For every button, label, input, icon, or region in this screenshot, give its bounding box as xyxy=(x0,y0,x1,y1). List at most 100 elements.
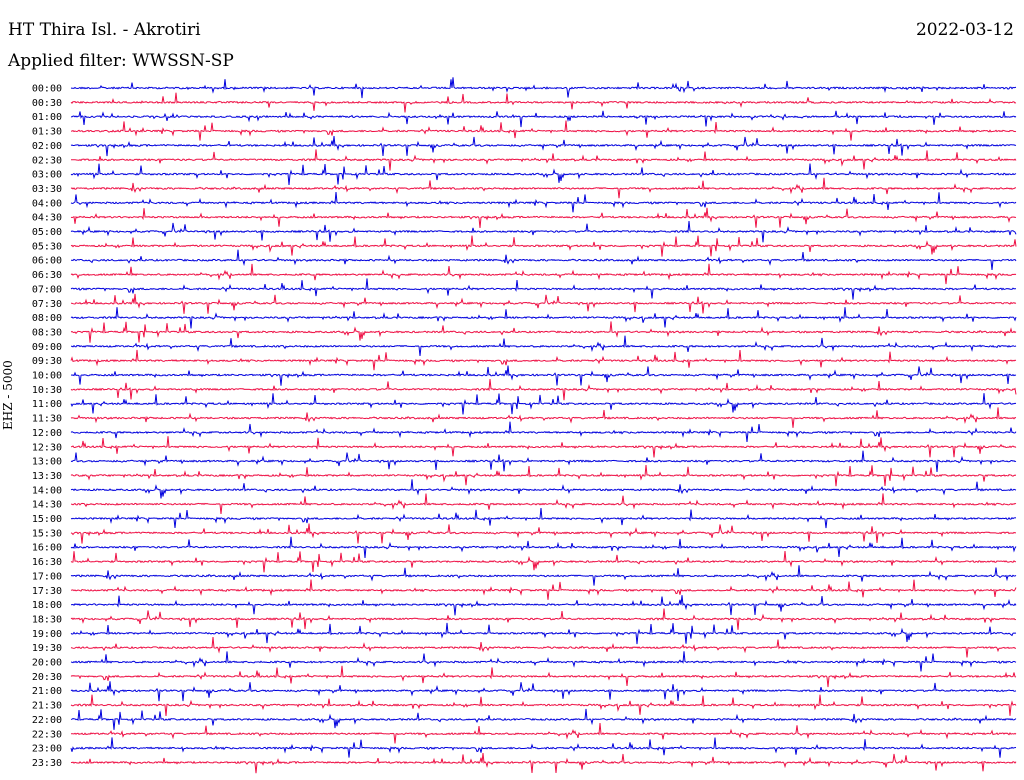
time-label: 01:00 xyxy=(32,112,62,123)
trace-line xyxy=(71,293,1017,314)
trace-line xyxy=(70,192,1017,213)
trace-line xyxy=(70,221,1017,243)
trace-line xyxy=(70,622,1017,645)
trace-line xyxy=(70,753,1017,774)
trace-line xyxy=(70,565,1017,586)
time-label: 03:00 xyxy=(32,170,62,181)
time-label: 16:30 xyxy=(32,557,62,568)
time-label: 21:30 xyxy=(32,701,62,712)
trace-line xyxy=(70,493,1017,514)
trace-line xyxy=(71,335,1017,357)
trace-line xyxy=(70,321,1017,343)
trace-line xyxy=(70,378,1017,401)
trace-line xyxy=(70,723,1017,744)
time-label: 07:00 xyxy=(32,284,62,295)
trace-line xyxy=(70,263,1017,285)
time-label: 09:30 xyxy=(32,356,62,367)
time-label: 15:30 xyxy=(32,528,62,539)
trace-line xyxy=(70,407,1017,428)
time-label: 02:30 xyxy=(32,155,62,166)
time-label: 23:00 xyxy=(32,744,62,755)
trace-line xyxy=(70,694,1017,716)
time-label: 08:00 xyxy=(32,313,62,324)
date-label: 2022-03-12 xyxy=(915,20,1014,40)
time-label: 02:00 xyxy=(32,141,62,152)
time-label: 04:00 xyxy=(32,198,62,209)
trace-line xyxy=(70,110,1017,128)
time-label: 11:00 xyxy=(32,399,62,410)
trace-line xyxy=(70,365,1017,386)
filter-label: Applied filter: WWSSN-SP xyxy=(8,51,234,71)
time-label: 21:00 xyxy=(32,686,62,697)
time-label: 17:00 xyxy=(32,571,62,582)
trace-line xyxy=(71,149,1017,171)
trace-line xyxy=(70,608,1017,630)
time-label: 03:30 xyxy=(32,184,62,195)
trace-line xyxy=(70,637,1016,658)
time-label: 20:30 xyxy=(32,672,62,683)
time-label: 14:30 xyxy=(32,500,62,511)
trace-line xyxy=(70,135,1017,157)
trace-line xyxy=(70,421,1017,442)
time-label: 00:30 xyxy=(32,98,62,109)
trace-line xyxy=(70,465,1017,487)
trace-line xyxy=(70,163,1017,185)
trace-line xyxy=(70,651,1017,672)
time-label: 17:30 xyxy=(32,586,62,597)
time-label: 04:30 xyxy=(32,213,62,224)
time-label: 10:30 xyxy=(32,385,62,396)
time-label: 05:30 xyxy=(32,241,62,252)
time-label: 06:00 xyxy=(32,256,62,267)
time-label: 13:30 xyxy=(32,471,62,482)
time-label: 08:30 xyxy=(32,327,62,338)
trace-line xyxy=(70,278,1017,300)
time-label: 10:00 xyxy=(32,371,62,382)
trace-line xyxy=(70,479,1017,499)
trace-line xyxy=(70,681,1017,702)
time-label: 00:00 xyxy=(32,84,62,95)
trace-line xyxy=(70,708,1017,730)
trace-line xyxy=(70,507,1017,529)
trace-line xyxy=(70,579,1017,600)
trace-line xyxy=(70,665,1017,688)
trace-line xyxy=(70,550,1017,573)
time-label: 09:00 xyxy=(32,342,62,353)
time-label: 06:30 xyxy=(32,270,62,281)
time-label: 01:30 xyxy=(32,127,62,138)
trace-line xyxy=(71,249,1017,270)
time-label: 07:30 xyxy=(32,299,62,310)
time-label: 19:30 xyxy=(32,643,62,654)
trace-line xyxy=(71,120,1017,141)
time-label: 05:00 xyxy=(32,227,62,238)
trace-line xyxy=(70,536,1017,559)
time-label: 20:00 xyxy=(32,658,62,669)
time-label: 11:30 xyxy=(32,414,62,425)
trace-line xyxy=(70,307,1017,329)
trace-line xyxy=(70,92,1017,113)
time-label: 18:30 xyxy=(32,614,62,625)
trace-line xyxy=(70,77,1017,99)
trace-line xyxy=(70,450,1017,472)
trace-line xyxy=(70,177,1017,199)
time-label: 23:30 xyxy=(32,758,62,769)
time-label: 16:00 xyxy=(32,543,62,554)
trace-line xyxy=(70,595,1017,616)
time-label: 22:30 xyxy=(32,729,62,740)
trace-line xyxy=(70,436,1017,458)
trace-line xyxy=(70,523,1017,544)
time-label: 12:00 xyxy=(32,428,62,439)
trace-line xyxy=(70,393,1017,415)
time-label: 22:00 xyxy=(32,715,62,726)
trace-line xyxy=(70,235,1017,257)
time-label: 19:00 xyxy=(32,629,62,640)
station-title: HT Thira Isl. - Akrotiri xyxy=(8,20,201,40)
time-label: 14:00 xyxy=(32,485,62,496)
trace-line xyxy=(70,737,1017,758)
time-label: 18:00 xyxy=(32,600,62,611)
time-label: 15:00 xyxy=(32,514,62,525)
trace-line xyxy=(70,349,1017,371)
time-label: 13:00 xyxy=(32,457,62,468)
time-label: 12:30 xyxy=(32,442,62,453)
trace-line xyxy=(70,207,1017,228)
